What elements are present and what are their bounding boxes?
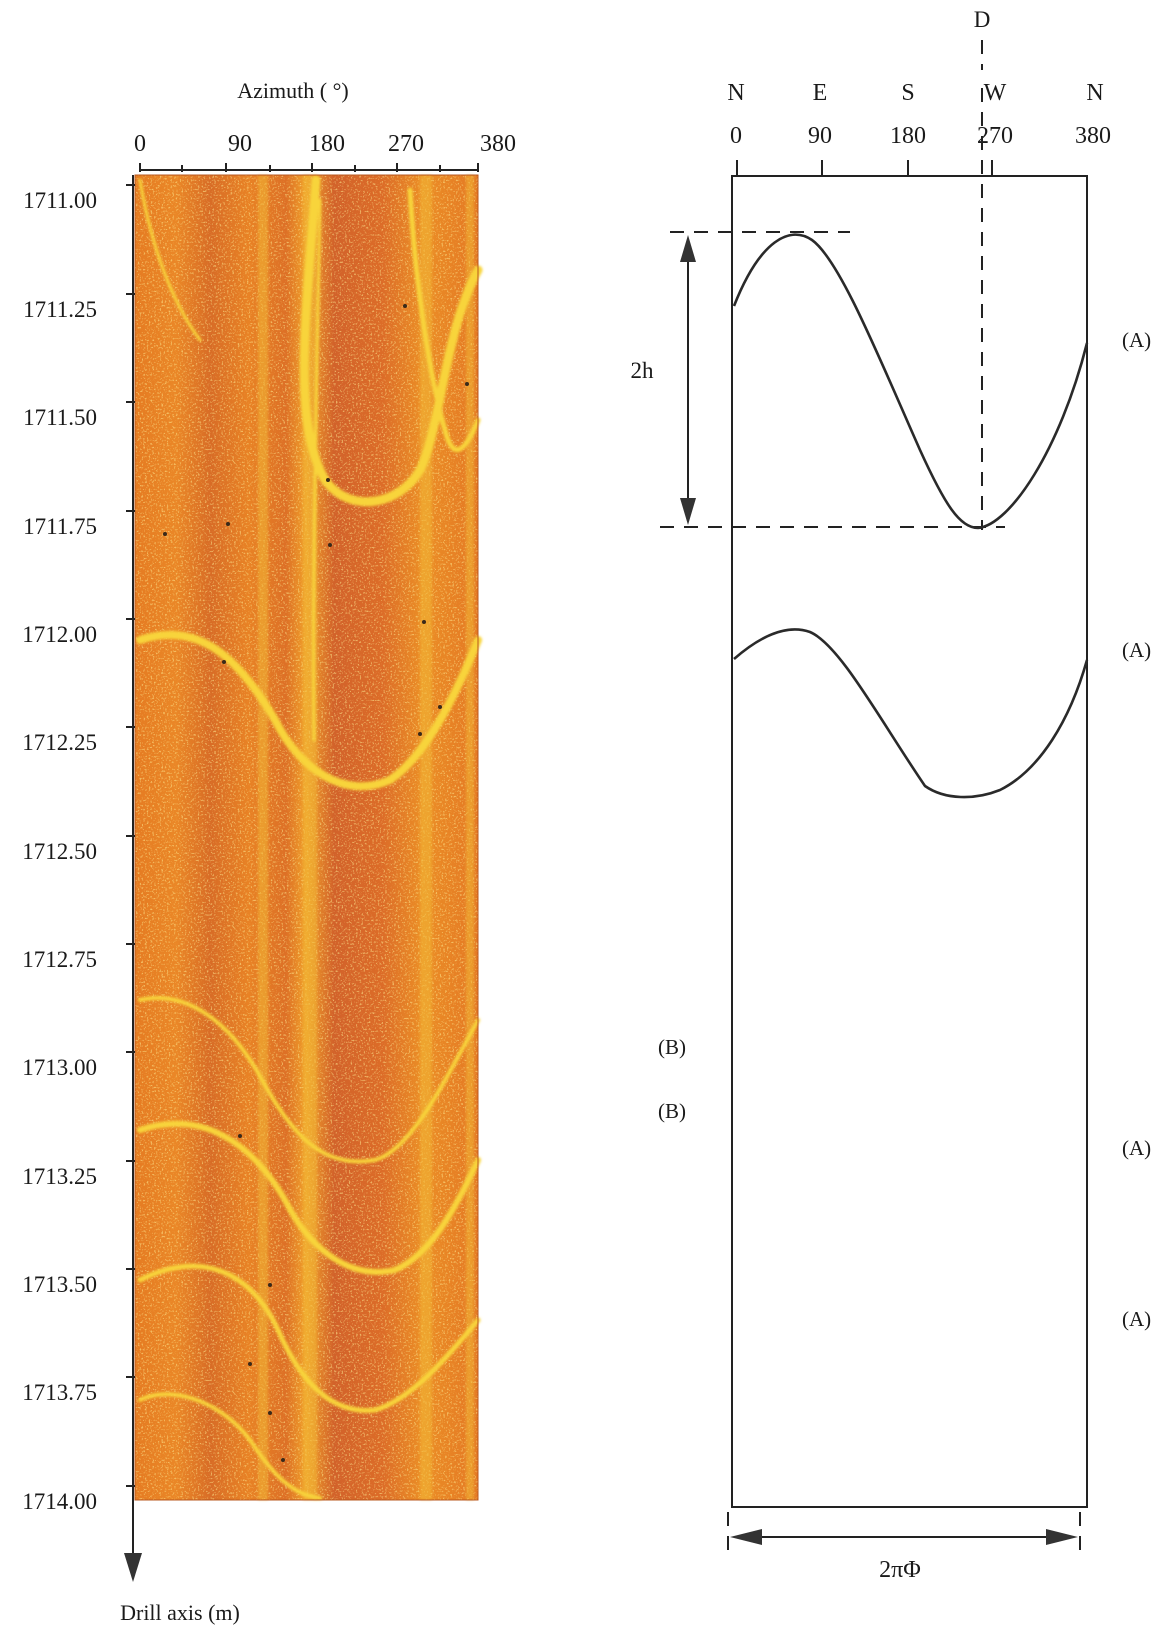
depth-tick-label: 1712.50 [22,839,97,864]
depth-tick-label: 1711.75 [23,514,97,539]
compass-east-label: E [813,80,828,106]
arrow-left-icon [730,1529,762,1545]
azimuth-title: Azimuth ( °) [237,78,348,103]
depth-tick-label: 1711.50 [23,405,97,430]
drill-axis-arrow-icon [124,1553,142,1582]
compass-west-label: W [984,80,1007,106]
left-azimuth-tick-label: 380 [480,131,516,157]
borehole-image [134,174,483,1501]
left-azimuth-tick-label: 270 [388,131,424,157]
annotations: (A) (A) (A) (A) (B) (B) [658,328,1151,1331]
left-azimuth-tick-label: 180 [309,131,345,157]
annotation-b: (B) [658,1099,686,1123]
right-azimuth-ticks: 0 90 180 270 380 [730,123,1111,149]
arrow-right-icon [1046,1529,1078,1545]
right-azimuth-tick-label: 90 [808,123,832,149]
sinusoid-upper [732,233,1089,530]
right-top-ticks [736,160,993,176]
sinusoid-frame [731,175,1088,1508]
compass-north-label: N [1086,80,1103,106]
compass-labels: N E S W N [727,80,1103,106]
amplitude-indicator [660,231,1005,528]
depth-tick-label: 1711.00 [23,188,97,213]
period-label: 2πΦ [879,1557,921,1583]
depth-tick-label: 1712.00 [22,622,97,647]
depth-tick-label: 1711.25 [23,297,97,322]
left-azimuth-tick-label: 90 [228,131,252,157]
annotation-a: (A) [1122,638,1151,662]
compass-south-label: S [901,80,914,106]
right-azimuth-tick-label: 0 [730,123,742,149]
depth-tick-label: 1714.00 [22,1489,97,1514]
depth-tick-label: 1712.75 [22,947,97,972]
annotation-b: (B) [658,1035,686,1059]
annotation-a: (A) [1122,328,1151,352]
left-azimuth-tick-label: 0 [134,131,146,157]
depth-tick-label: 1713.75 [22,1380,97,1405]
annotation-a: (A) [1122,1136,1151,1160]
depth-tick-label: 1713.25 [22,1164,97,1189]
left-azimuth-ticks: 0 90 180 270 380 [134,131,516,157]
depth-tick-label: 1713.50 [22,1272,97,1297]
arrow-up-icon [680,235,696,262]
annotation-a: (A) [1122,1307,1151,1331]
amplitude-label: 2h [631,358,655,383]
sinusoid-lower [733,628,1089,799]
depth-tick-label: 1712.25 [22,730,97,755]
right-azimuth-tick-label: 180 [890,123,926,149]
period-indicator [727,1512,1081,1552]
drill-axis-label: Drill axis (m) [120,1600,240,1625]
arrow-down-icon [680,498,696,525]
compass-north-label: N [727,80,744,106]
left-top-axis [139,163,479,172]
depth-tick-label: 1713.00 [22,1055,97,1080]
dip-marker-label: D [974,7,991,32]
right-azimuth-tick-label: 380 [1075,123,1111,149]
depth-axis: 1711.00 1711.25 1711.50 1711.75 1712.00 … [22,175,142,1582]
